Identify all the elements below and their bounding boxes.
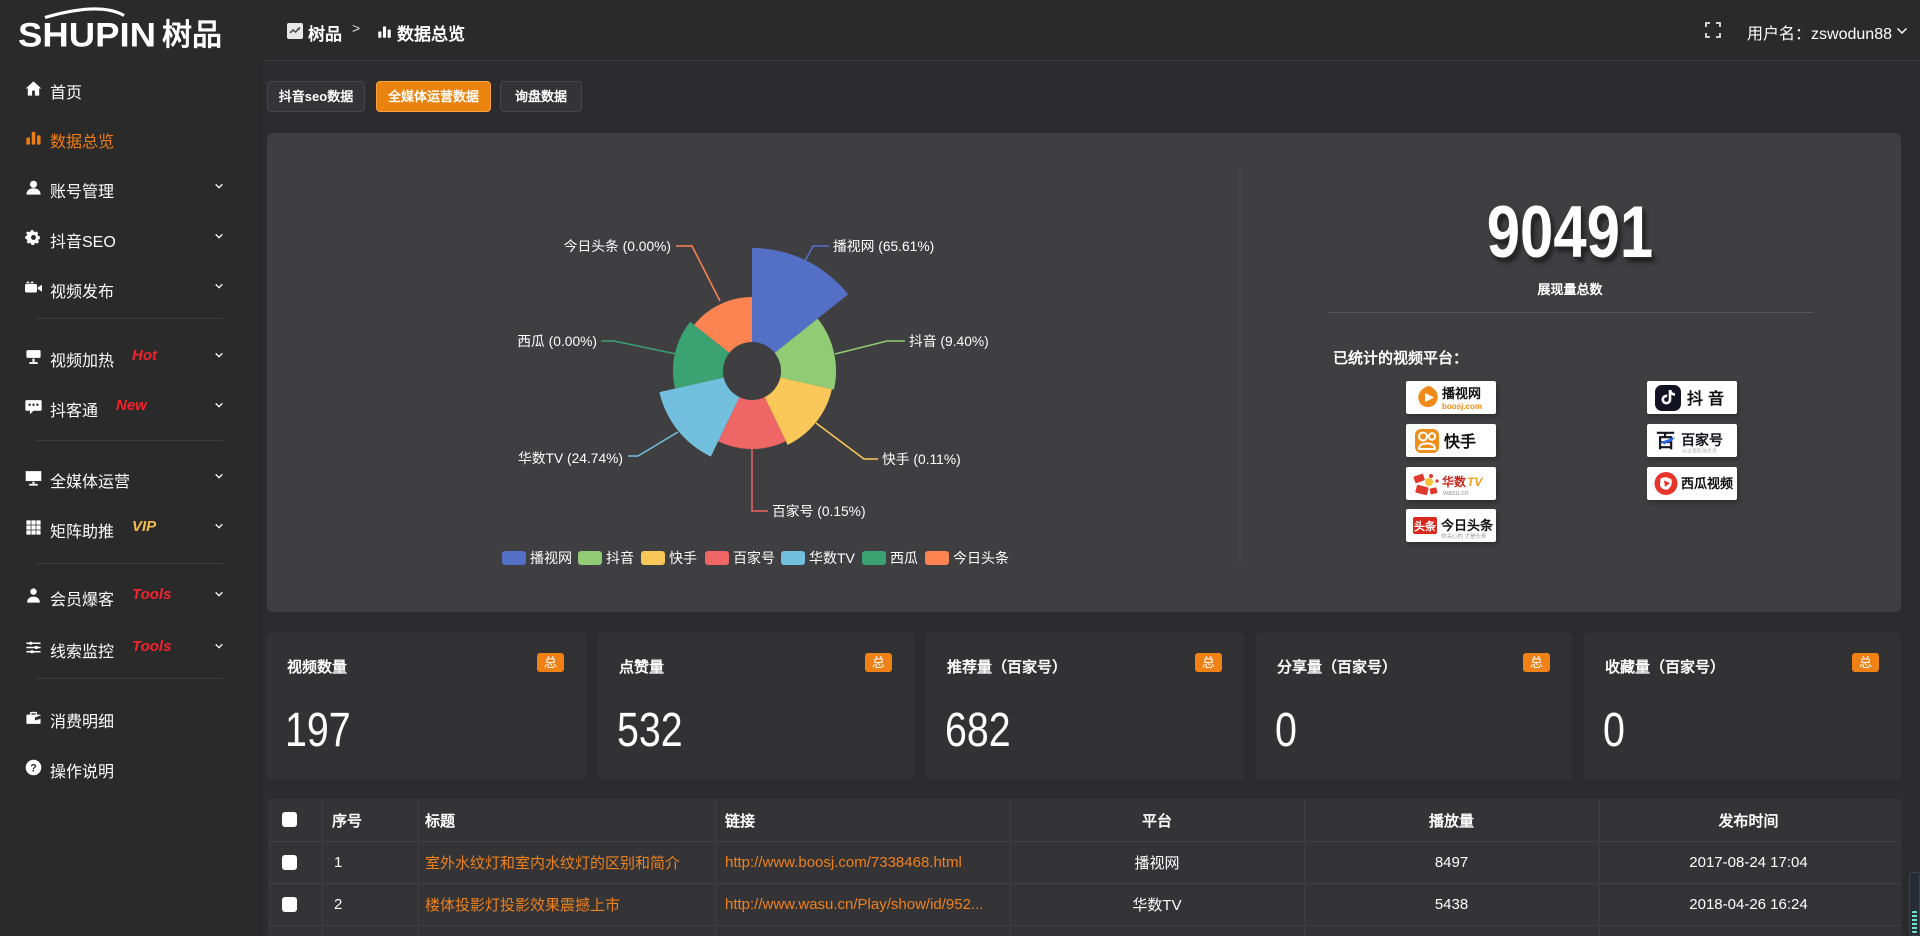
svg-text:西瓜视频: 西瓜视频	[1681, 476, 1733, 491]
svg-text:华数TV (24.74%): 华数TV (24.74%)	[518, 451, 623, 466]
svg-text:快手: 快手	[1444, 432, 1476, 451]
svg-text:抖音: 抖音	[1687, 389, 1729, 408]
svg-text:播视网: 播视网	[530, 550, 572, 566]
svg-text:TV: TV	[1467, 475, 1483, 489]
svg-text:从这里影响世界: 从这里影响世界	[1682, 448, 1717, 455]
svg-text:头条: 头条	[1414, 519, 1437, 533]
svg-text:树品: 树品	[162, 19, 222, 50]
svg-text:wasu.cn: wasu.cn	[1442, 490, 1469, 497]
svg-text:播视网 (65.61%): 播视网 (65.61%)	[833, 239, 934, 254]
svg-text:你关心的 才是头条: 你关心的 才是头条	[1441, 532, 1487, 540]
svg-text:boosj.com: boosj.com	[1442, 402, 1482, 411]
svg-text:抖音 (9.40%): 抖音 (9.40%)	[909, 333, 989, 349]
svg-text:百家号: 百家号	[733, 550, 775, 566]
svg-text:今日头条: 今日头条	[1440, 518, 1494, 533]
svg-text:?: ?	[30, 762, 36, 774]
svg-text:西瓜 (0.00%): 西瓜 (0.00%)	[517, 334, 597, 349]
svg-text:百家号: 百家号	[1681, 432, 1723, 448]
svg-text:华数TV: 华数TV	[809, 550, 856, 566]
svg-text:今日头条 (0.00%): 今日头条 (0.00%)	[564, 238, 671, 254]
svg-text:SHUPIN: SHUPIN	[18, 17, 156, 51]
svg-text:快手: 快手	[669, 550, 697, 566]
svg-text:抖音: 抖音	[606, 550, 634, 566]
svg-text:西瓜: 西瓜	[890, 550, 918, 566]
svg-text:华数: 华数	[1442, 474, 1467, 489]
svg-text:今日头条: 今日头条	[953, 550, 1009, 566]
svg-text:播视网: 播视网	[1442, 386, 1481, 401]
svg-text:快手 (0.11%): 快手 (0.11%)	[882, 452, 961, 467]
svg-text:百家号 (0.15%): 百家号 (0.15%)	[772, 503, 866, 519]
